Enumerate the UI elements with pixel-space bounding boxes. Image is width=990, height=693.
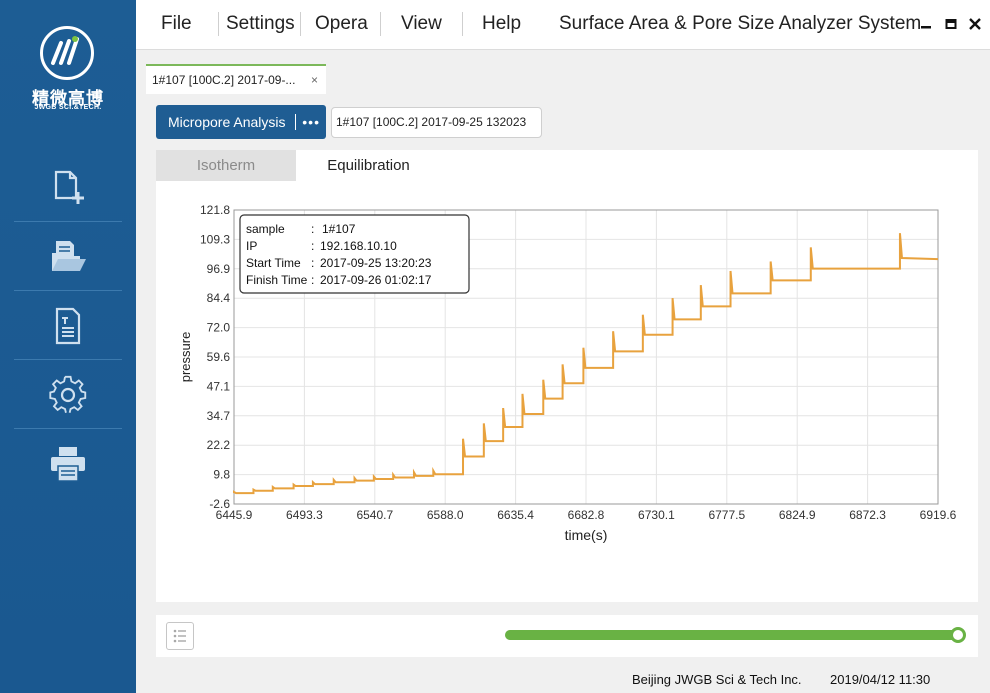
print-button[interactable] [14, 430, 122, 498]
list-view-button[interactable] [166, 622, 194, 650]
printer-icon [51, 447, 85, 482]
minimize-icon [921, 26, 931, 29]
footer-datetime: 2019/04/12 11:30 [830, 672, 931, 687]
open-folder-icon [52, 240, 86, 271]
y-axis-label: pressure [178, 332, 193, 383]
y-tick-label: 9.8 [213, 468, 230, 482]
micropore-analysis-button[interactable]: Micropore Analysis ••• [156, 105, 326, 139]
menu-opera[interactable]: Opera [315, 13, 368, 34]
y-tick-label: -2.6 [209, 497, 230, 511]
plot-frame [233, 209, 939, 505]
x-axis-ticks: 6445.9 6493.3 6540.7 6588.0 6635.4 6682.8 6730… [216, 508, 957, 522]
logo-en-text: JWGB SCI.&TECH. [34, 104, 102, 111]
document-tab-label: 1#107 [100C.2] 2017-09-... [152, 73, 296, 87]
x-tick-label: 6824.9 [779, 508, 816, 522]
logo-mark [40, 26, 94, 80]
menu-help[interactable]: Help [482, 13, 522, 34]
info-key: Start Time [246, 256, 301, 270]
y-tick-label: 109.3 [200, 232, 230, 246]
logo: 精微高博 JWGB SCI.&TECH. [0, 0, 136, 140]
close-icon [969, 18, 981, 30]
x-tick-label: 6635.4 [497, 508, 534, 522]
pressure-series-line [233, 233, 939, 495]
close-button[interactable] [966, 14, 984, 34]
main-content: Micropore Analysis ••• 1#107 [100C.2] 20… [146, 94, 990, 664]
maximize-icon [945, 19, 957, 29]
x-tick-label: 6540.7 [356, 508, 393, 522]
y-tick-label: 22.2 [207, 438, 231, 452]
menu-separator [380, 12, 381, 36]
x-axis-label: time(s) [565, 527, 608, 543]
document-tab[interactable]: 1#107 [100C.2] 2017-09-... × [146, 64, 326, 94]
info-value: 2017-09-26 01:02:17 [320, 273, 432, 287]
report-button[interactable] [14, 292, 122, 360]
maximize-button[interactable] [942, 14, 960, 34]
info-separator: : [311, 273, 314, 287]
chart-panel: Isotherm Equilibration 121.8 109.3 96.9 84.… [156, 150, 978, 602]
list-icon [173, 629, 186, 643]
progress-bar[interactable] [505, 627, 966, 643]
x-tick-label: 6588.0 [427, 508, 464, 522]
y-tick-label: 59.6 [207, 350, 231, 364]
new-file-icon [54, 170, 84, 204]
app-title: Surface Area & Pore Size Analyzer System [559, 13, 922, 34]
gear-icon [49, 375, 87, 413]
menu-file[interactable]: File [161, 13, 192, 34]
y-tick-label: 34.7 [207, 409, 231, 423]
more-options-icon[interactable]: ••• [302, 114, 320, 130]
y-tick-label: 72.0 [207, 321, 231, 335]
minimize-button[interactable] [917, 14, 935, 34]
info-box-frame [239, 214, 470, 294]
info-key: Finish Time [246, 273, 308, 287]
menu-settings[interactable]: Settings [226, 13, 295, 34]
info-key: IP [246, 239, 257, 253]
y-tick-label: 47.1 [207, 379, 231, 393]
open-file-button[interactable] [14, 223, 122, 291]
y-tick-label: 96.9 [207, 262, 231, 276]
info-value: 2017-09-25 13:20:23 [320, 256, 432, 270]
tab-equilibration[interactable]: Equilibration [327, 157, 410, 174]
info-value: 1#107 [322, 222, 356, 236]
settings-button[interactable] [14, 361, 122, 429]
info-separator: : [311, 222, 314, 236]
equilibration-chart: 121.8 109.3 96.9 84.4 72.0 59.6 47.1 34.7 22.2 9.… [178, 203, 957, 543]
x-tick-label: 6872.3 [849, 508, 886, 522]
x-tick-label: 6777.5 [708, 508, 745, 522]
menu-bar: File Settings Opera View Help Surface Ar… [136, 0, 990, 50]
tab-close-icon[interactable]: × [310, 73, 318, 87]
y-tick-label: 121.8 [200, 203, 230, 217]
y-axis-ticks: 121.8 109.3 96.9 84.4 72.0 59.6 47.1 34.7 22.2 9.… [200, 203, 230, 511]
bottom-bar [156, 615, 978, 657]
x-tick-label: 6730.1 [638, 508, 675, 522]
footer-company: Beijing JWGB Sci & Tech Inc. [632, 672, 802, 687]
new-file-button[interactable] [14, 154, 122, 222]
logo-cn-text: 精微高博 [32, 89, 104, 108]
progress-fill [505, 630, 960, 640]
sample-chip[interactable]: 1#107 [100C.2] 2017-09-25 132023 [331, 107, 542, 138]
menu-view[interactable]: View [401, 13, 442, 34]
progress-handle[interactable] [949, 627, 966, 643]
info-value: 192.168.10.10 [320, 239, 397, 253]
info-separator: : [311, 256, 314, 270]
x-tick-label: 6919.6 [920, 508, 957, 522]
sidebar: 精微高博 JWGB SCI.&TECH. [0, 0, 136, 693]
menu-separator [300, 12, 301, 36]
x-tick-label: 6493.3 [286, 508, 323, 522]
report-icon [55, 307, 81, 344]
analysis-button-label: Micropore Analysis [168, 114, 286, 130]
x-tick-label: 6682.8 [568, 508, 605, 522]
info-separator: : [311, 239, 314, 253]
button-separator [295, 114, 296, 130]
menu-separator [462, 12, 463, 36]
tab-isotherm[interactable]: Isotherm [156, 150, 296, 181]
x-tick-label: 6445.9 [216, 508, 253, 522]
menu-separator [218, 12, 219, 36]
info-key: sample [246, 222, 285, 236]
y-tick-label: 84.4 [207, 291, 231, 305]
